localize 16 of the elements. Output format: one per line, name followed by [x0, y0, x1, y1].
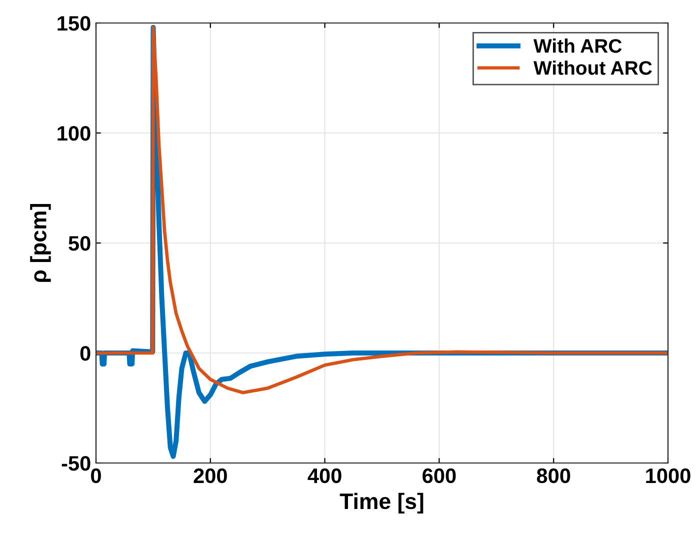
y-tick-label: 0: [80, 346, 90, 361]
x-tick-label: 400: [308, 468, 342, 484]
legend-label: With ARC: [534, 38, 622, 53]
x-tick-label: 0: [91, 468, 101, 484]
y-tick-label: 150: [58, 16, 90, 31]
y-axis-title: ρ [pcm]: [30, 204, 51, 282]
x-tick-label: 1000: [646, 468, 690, 484]
y-tick-label: 50: [68, 236, 90, 251]
x-tick-label: 200: [194, 468, 227, 484]
x-tick-label: 600: [422, 468, 456, 484]
x-axis-title: Time [s]: [340, 492, 424, 514]
y-tick-label: 100: [58, 126, 90, 141]
line-series: [96, 26, 668, 394]
y-tick-label: -50: [62, 456, 90, 471]
legend-label: Without ARC: [534, 60, 652, 75]
x-tick-label: 800: [536, 468, 570, 484]
